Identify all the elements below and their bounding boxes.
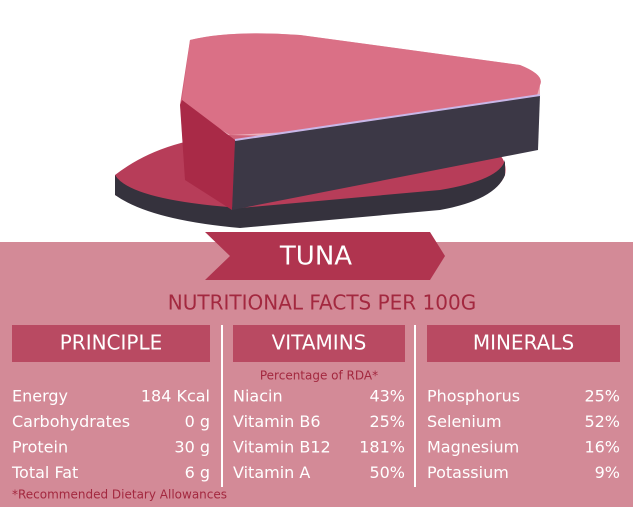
subtitle: NUTRITIONAL FACTS PER 100G xyxy=(168,291,476,315)
row-value: 52% xyxy=(584,412,620,431)
row-value: 43% xyxy=(369,387,405,406)
tuna-illustration xyxy=(115,33,541,228)
column-heading-box xyxy=(427,325,620,362)
column-heading: VITAMINS xyxy=(272,331,367,355)
row-value: 30 g xyxy=(174,438,210,457)
row-value: 181% xyxy=(359,438,405,457)
row-value: 25% xyxy=(369,412,405,431)
panel xyxy=(0,242,633,507)
row-label: Potassium xyxy=(427,463,509,482)
column-heading: PRINCIPLE xyxy=(60,331,163,355)
column-note: Percentage of RDA* xyxy=(260,369,378,383)
row-value: 184 Kcal xyxy=(141,387,210,406)
row-label: Niacin xyxy=(233,387,283,406)
row-value: 50% xyxy=(369,463,405,482)
row-label: Vitamin A xyxy=(233,463,310,482)
row-value: 0 g xyxy=(185,412,210,431)
row-label: Carbohydrates xyxy=(12,412,130,431)
row-label: Magnesium xyxy=(427,438,519,457)
row-label: Total Fat xyxy=(11,463,78,482)
row-value: 16% xyxy=(584,438,620,457)
row-value: 6 g xyxy=(185,463,210,482)
column-heading-box xyxy=(12,325,210,362)
title-ribbon xyxy=(205,232,445,280)
row-label: Vitamin B6 xyxy=(233,412,321,431)
row-label: Selenium xyxy=(427,412,502,431)
column-heading: MINERALS xyxy=(473,331,574,355)
row-label: Energy xyxy=(12,387,68,406)
footnote: *Recommended Dietary Allowances xyxy=(12,488,227,502)
title: TUNA xyxy=(279,242,352,272)
row-value: 25% xyxy=(584,387,620,406)
row-label: Vitamin B12 xyxy=(233,438,331,457)
row-value: 9% xyxy=(595,463,620,482)
column-heading-box xyxy=(233,325,405,362)
row-label: Phosphorus xyxy=(427,387,520,406)
row-label: Protein xyxy=(12,438,68,457)
